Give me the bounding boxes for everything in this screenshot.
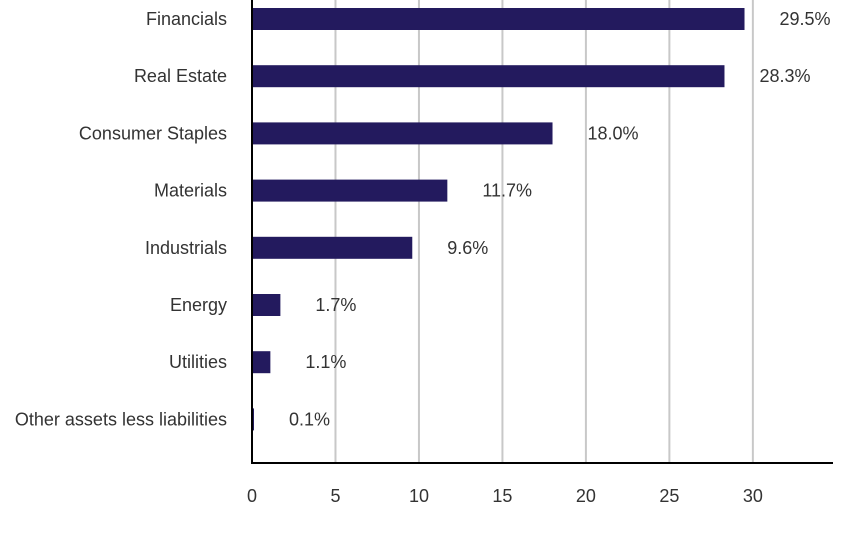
x-tick-label-15: 15: [492, 486, 512, 506]
x-tick-label-5: 5: [330, 486, 340, 506]
value-labels: 29.5% 28.3% 18.0% 11.7% 9.6% 1.7% 1.1% 0.1%: [289, 9, 831, 429]
bar-0: [252, 8, 745, 30]
x-tick-label-20: 20: [576, 486, 596, 506]
category-label-5: Energy: [170, 295, 227, 315]
bar-5: [252, 294, 281, 316]
value-label-3: 11.7%: [482, 181, 532, 201]
value-label-4: 9.6%: [447, 238, 488, 258]
value-label-2: 18.0%: [588, 123, 639, 143]
bar-2: [252, 122, 553, 145]
category-label-6: Utilities: [169, 352, 227, 372]
value-label-1: 28.3%: [759, 66, 810, 86]
bar-1: [252, 65, 725, 88]
bar-6: [252, 351, 271, 374]
value-label-5: 1.7%: [315, 295, 356, 315]
bar-4: [252, 236, 413, 259]
category-label-2: Consumer Staples: [79, 123, 227, 143]
x-tick-labels: 0 5 10 15 20 25 30: [247, 486, 763, 506]
value-label-7: 0.1%: [289, 409, 330, 429]
category-label-1: Real Estate: [134, 66, 227, 86]
bar-3: [252, 179, 448, 202]
x-tick-label-30: 30: [743, 486, 763, 506]
x-tick-label-25: 25: [659, 486, 679, 506]
value-label-6: 1.1%: [305, 352, 346, 372]
value-label-0: 29.5%: [780, 9, 831, 29]
x-tick-label-10: 10: [409, 486, 429, 506]
category-label-3: Materials: [154, 181, 227, 201]
category-label-7: Other assets less liabilities: [15, 409, 227, 429]
x-tick-label-0: 0: [247, 486, 257, 506]
bars: [252, 8, 745, 431]
category-labels: Financials Real Estate Consumer Staples Mat…: [15, 9, 227, 429]
category-label-4: Industrials: [145, 238, 227, 258]
category-label-0: Financials: [146, 9, 227, 29]
axes: [251, 0, 833, 464]
